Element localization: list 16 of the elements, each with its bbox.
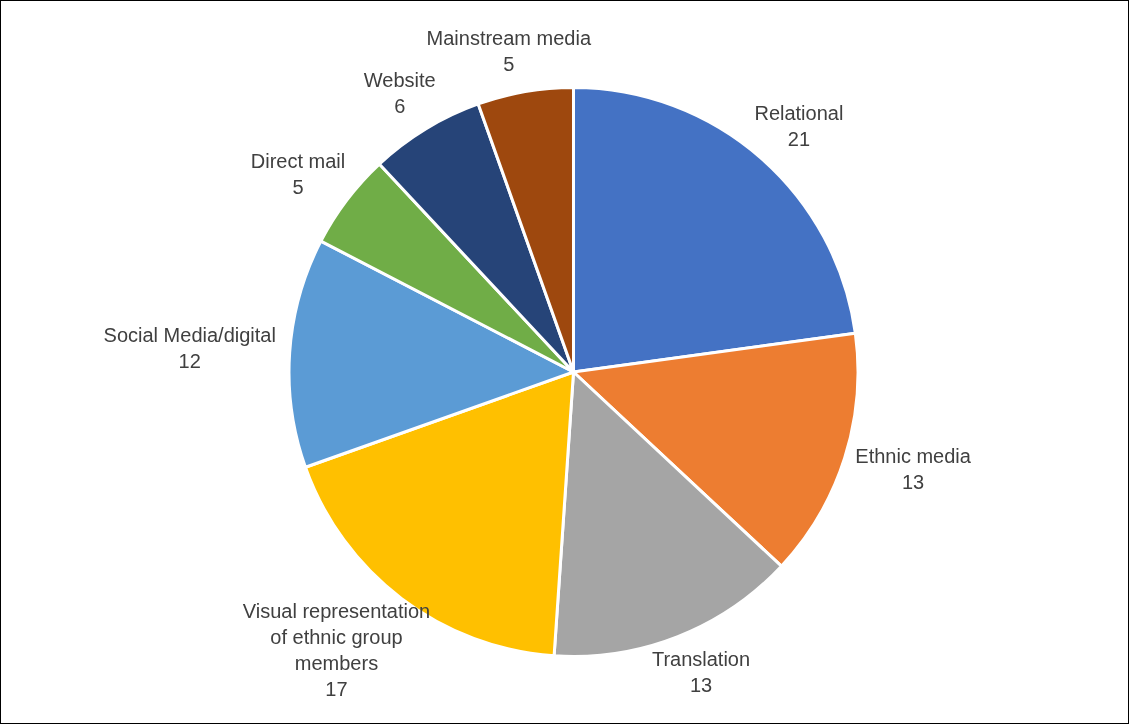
data-label: 13 [689,674,713,697]
slice-label: Website [363,69,436,92]
slice-label: Ethnic media [855,444,972,467]
data-label: 13 [901,470,925,493]
data-label: 6 [394,95,406,118]
data-label: 21 [787,127,811,150]
slice-label: Visual representation of ethnic group members [242,599,431,674]
slice-label: Direct mail [250,150,346,173]
data-label: 5 [503,52,515,75]
slice-label: Translation [651,648,751,671]
slice-label: Mainstream media [426,26,592,49]
slice-label: Relational [754,101,844,124]
data-label: 12 [178,350,201,373]
data-label: 5 [292,176,304,199]
data-label: 17 [325,677,348,700]
slice-label: Social Media/digital [103,324,276,347]
